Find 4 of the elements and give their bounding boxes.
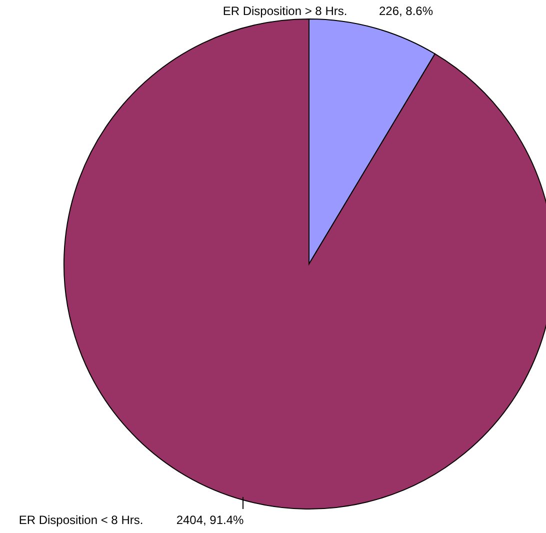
slice-label: ER Disposition < 8 Hrs. xyxy=(18,513,144,527)
data-label: 2404, 91.4% xyxy=(176,513,244,527)
slice-label: ER Disposition > 8 Hrs. xyxy=(222,4,348,18)
data-label: 226, 8.6% xyxy=(378,4,434,18)
